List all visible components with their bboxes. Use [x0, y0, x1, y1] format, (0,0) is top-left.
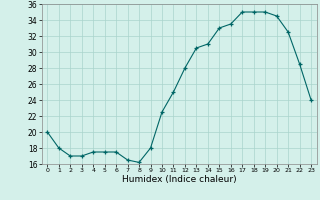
X-axis label: Humidex (Indice chaleur): Humidex (Indice chaleur) — [122, 175, 236, 184]
